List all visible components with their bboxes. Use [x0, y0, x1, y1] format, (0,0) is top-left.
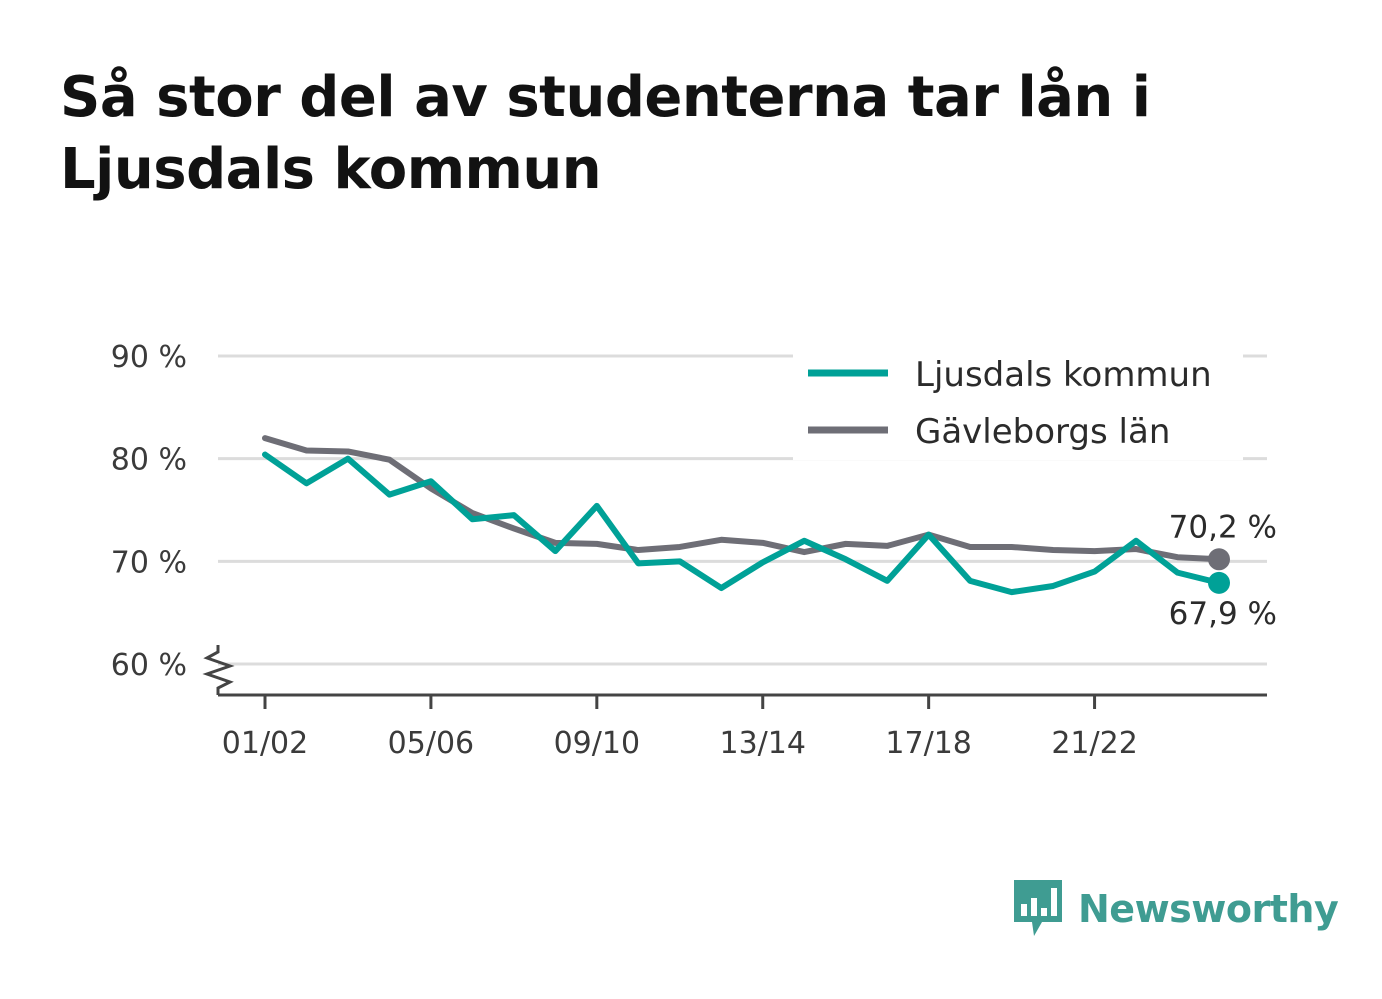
end-label-ljusdals-kommun: 67,9 % — [1169, 596, 1277, 632]
y-tick-label: 70 % — [111, 545, 187, 580]
x-tick-label: 01/02 — [222, 726, 308, 761]
x-tick-label: 05/06 — [388, 726, 474, 761]
end-point-ljusdals-kommun — [1208, 571, 1230, 594]
end-labels: 70,2 % 67,9 % — [1169, 509, 1277, 632]
newsworthy-logo: Newsworthy — [1012, 878, 1339, 940]
chart-title: Så stor del av studenterna tar lån i Lju… — [60, 65, 1151, 202]
y-tick-label: 80 % — [111, 443, 187, 478]
end-label-gavleborgs-lan: 70,2 % — [1169, 509, 1277, 545]
legend-background — [793, 350, 1243, 460]
legend-label-gavleborgs-lan: Gävleborgs län — [915, 412, 1170, 452]
x-tick-label: 17/18 — [885, 726, 971, 761]
y-tick-label: 90 % — [111, 340, 187, 375]
x-tick-label: 21/22 — [1051, 726, 1137, 761]
series-lines — [262, 435, 1230, 596]
legend-label-ljusdals-kommun: Ljusdals kommun — [915, 355, 1212, 395]
end-point-gavleborgs-lan — [1208, 548, 1230, 571]
x-axis-ticks: 01/02 05/06 09/10 13/14 17/18 21/22 — [222, 695, 1138, 761]
series-line-ljusdals-kommun — [262, 451, 1222, 596]
axis-break-symbol — [202, 645, 235, 695]
y-tick-label: 60 % — [111, 648, 187, 683]
x-axis — [202, 645, 1267, 697]
y-axis-ticks: 60 % 70 % 80 % 90 % — [111, 340, 187, 683]
newsworthy-logo-icon — [1014, 880, 1062, 936]
logo-text: Newsworthy — [1078, 887, 1339, 931]
x-tick-label: 13/14 — [720, 726, 806, 761]
legend: Ljusdals kommun Gävleborgs län — [793, 350, 1243, 460]
x-tick-label: 09/10 — [554, 726, 640, 761]
